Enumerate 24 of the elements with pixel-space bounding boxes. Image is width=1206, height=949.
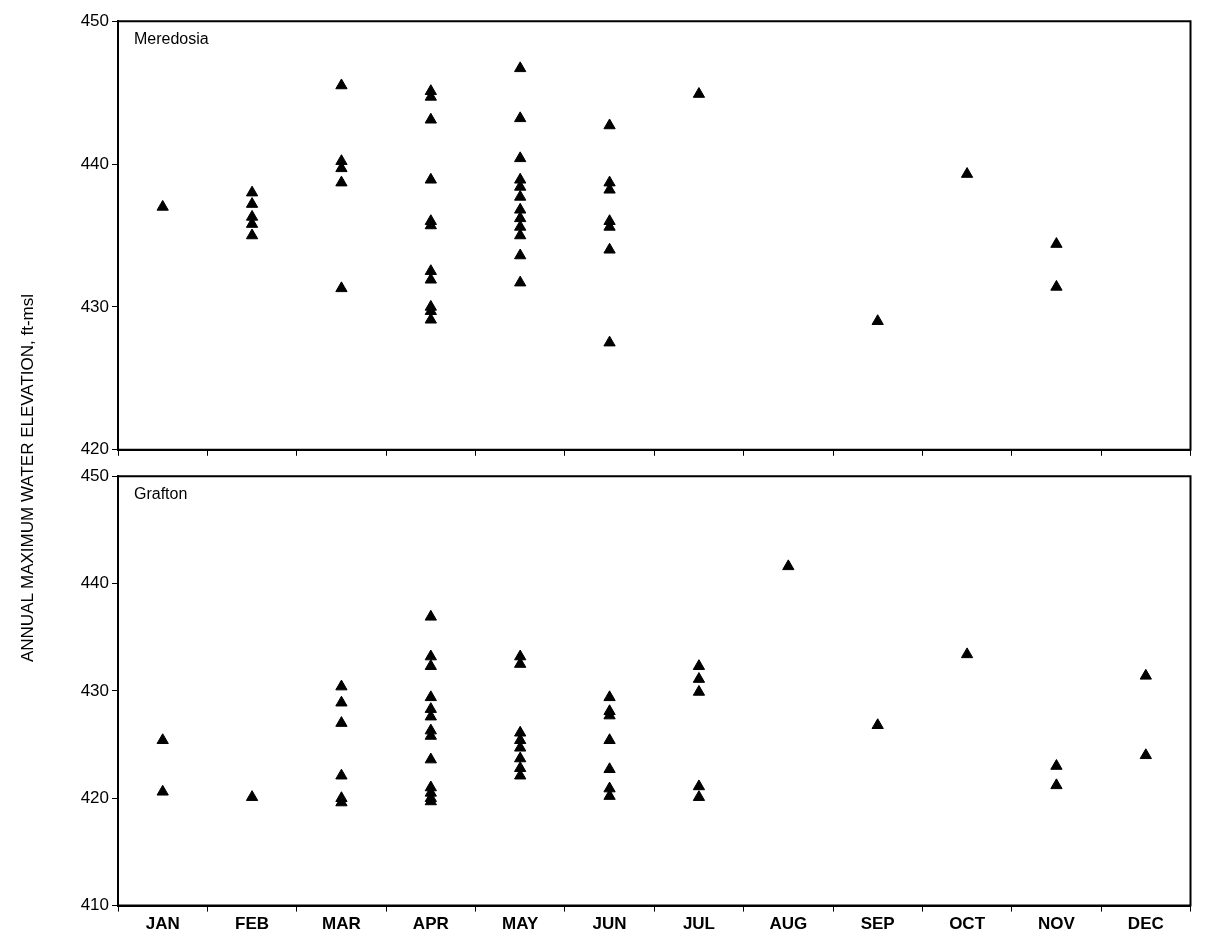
text: Grafton [134,484,188,502]
y-tick-label: 440 [80,153,109,173]
x-tick-label: JUN [592,914,627,934]
x-tick-label: MAR [322,914,361,934]
y-tick-label: 430 [80,296,109,316]
x-tick-label: MAY [502,914,539,934]
x-tick-label: APR [412,914,449,934]
y-axis-title: ANNUAL MAXIMUM WATER ELEVATION, ft-msl [18,293,38,663]
y-tick-label: 450 [80,465,109,485]
text: Meredosia [134,29,209,47]
y-tick-label: 450 [80,10,109,30]
y-tick-label: 410 [80,895,109,915]
x-tick-label: JAN [145,914,180,934]
x-tick-label: OCT [949,914,986,934]
x-tick-label: AUG [769,914,808,934]
x-tick-label: JUL [682,914,715,934]
x-tick-label: NOV [1038,914,1076,934]
x-tick-label: DEC [1127,914,1164,934]
x-tick-label: FEB [235,914,270,934]
y-tick-label: 430 [80,680,109,700]
y-tick-label: 420 [80,439,109,459]
y-tick-label: 440 [80,573,109,593]
y-tick-label: 420 [80,787,109,807]
x-tick-label: SEP [860,914,895,934]
